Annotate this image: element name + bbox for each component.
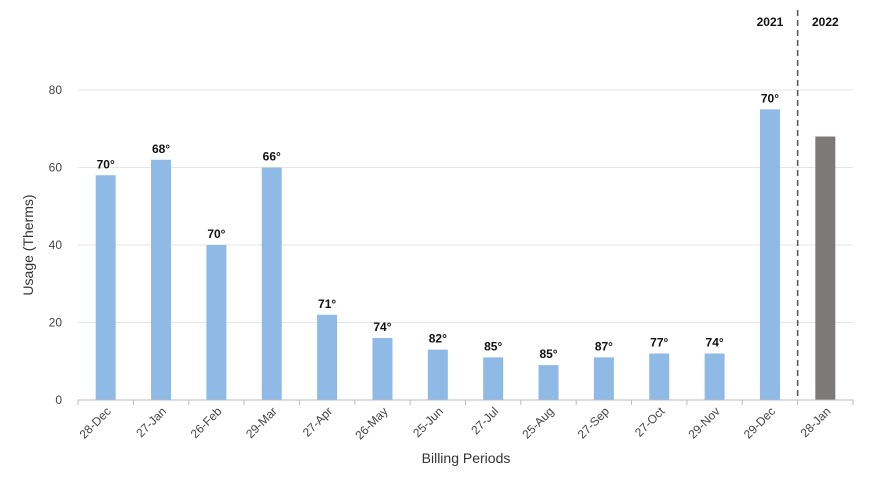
data-label: 66° [263,150,281,164]
x-tick-label: 29-Dec [741,404,778,441]
y-tick-label: 60 [49,161,63,175]
bar [261,167,282,400]
data-label: 70° [761,91,779,105]
data-labels: 70° 68° 70° 66° 71° 74° 82° 85° 85° 87° 77° 74° 70° [97,91,780,361]
x-tick-label: 29-Nov [685,404,722,441]
data-label: 82° [429,332,447,346]
bar [815,136,836,400]
data-label: 85° [484,339,502,353]
data-label: 71° [318,297,336,311]
bar [151,159,172,400]
data-label: 70° [207,227,225,241]
bar [95,175,116,400]
y-tick-label: 0 [55,393,62,407]
x-tick-label: 27-Sep [575,404,612,441]
bars [95,109,836,400]
data-label: 74° [373,320,391,334]
x-tick-label: 25-Aug [519,404,556,441]
x-tick-label: 28-Jan [798,404,834,440]
data-label: 87° [595,339,613,353]
bar [427,349,448,400]
x-tick-label: 28-Dec [77,404,114,441]
year-divider: 2021 2022 [757,10,839,400]
bar [704,353,725,400]
data-label: 70° [97,157,115,171]
gridlines [78,89,853,323]
y-axis-ticks: 0 20 40 60 80 [49,83,63,407]
x-tick-label: 27-Oct [632,404,668,440]
x-tick-label: 29-Mar [243,404,280,441]
bar [372,338,393,400]
y-tick-label: 40 [49,238,63,252]
x-tick-label: 27-Apr [300,404,335,439]
y-tick-label: 20 [49,316,63,330]
x-axis-ticks: 28-Dec 27-Jan 26-Feb 29-Mar 27-Apr 26-May 25-J… [77,400,854,442]
year-label-right: 2022 [812,15,839,29]
y-tick-label: 80 [49,83,63,97]
data-label: 74° [706,336,724,350]
data-label: 68° [152,142,170,156]
x-tick-label: 25-Jun [410,404,446,440]
bar [593,357,614,400]
year-label-left: 2021 [757,15,784,29]
bar [483,357,504,400]
bar [317,314,338,400]
bar [538,365,559,400]
x-axis-title: Billing Periods [422,450,511,466]
x-tick-label: 26-Feb [188,404,225,441]
x-tick-label: 27-Jul [468,404,501,437]
x-tick-label: 27-Jan [133,404,169,440]
data-label: 77° [650,336,668,350]
y-axis-title: Usage (Therms) [20,194,36,295]
bar [649,353,670,400]
bar [759,109,780,400]
bar [206,245,227,400]
data-label: 85° [539,347,557,361]
x-tick-label: 26-May [352,404,390,442]
